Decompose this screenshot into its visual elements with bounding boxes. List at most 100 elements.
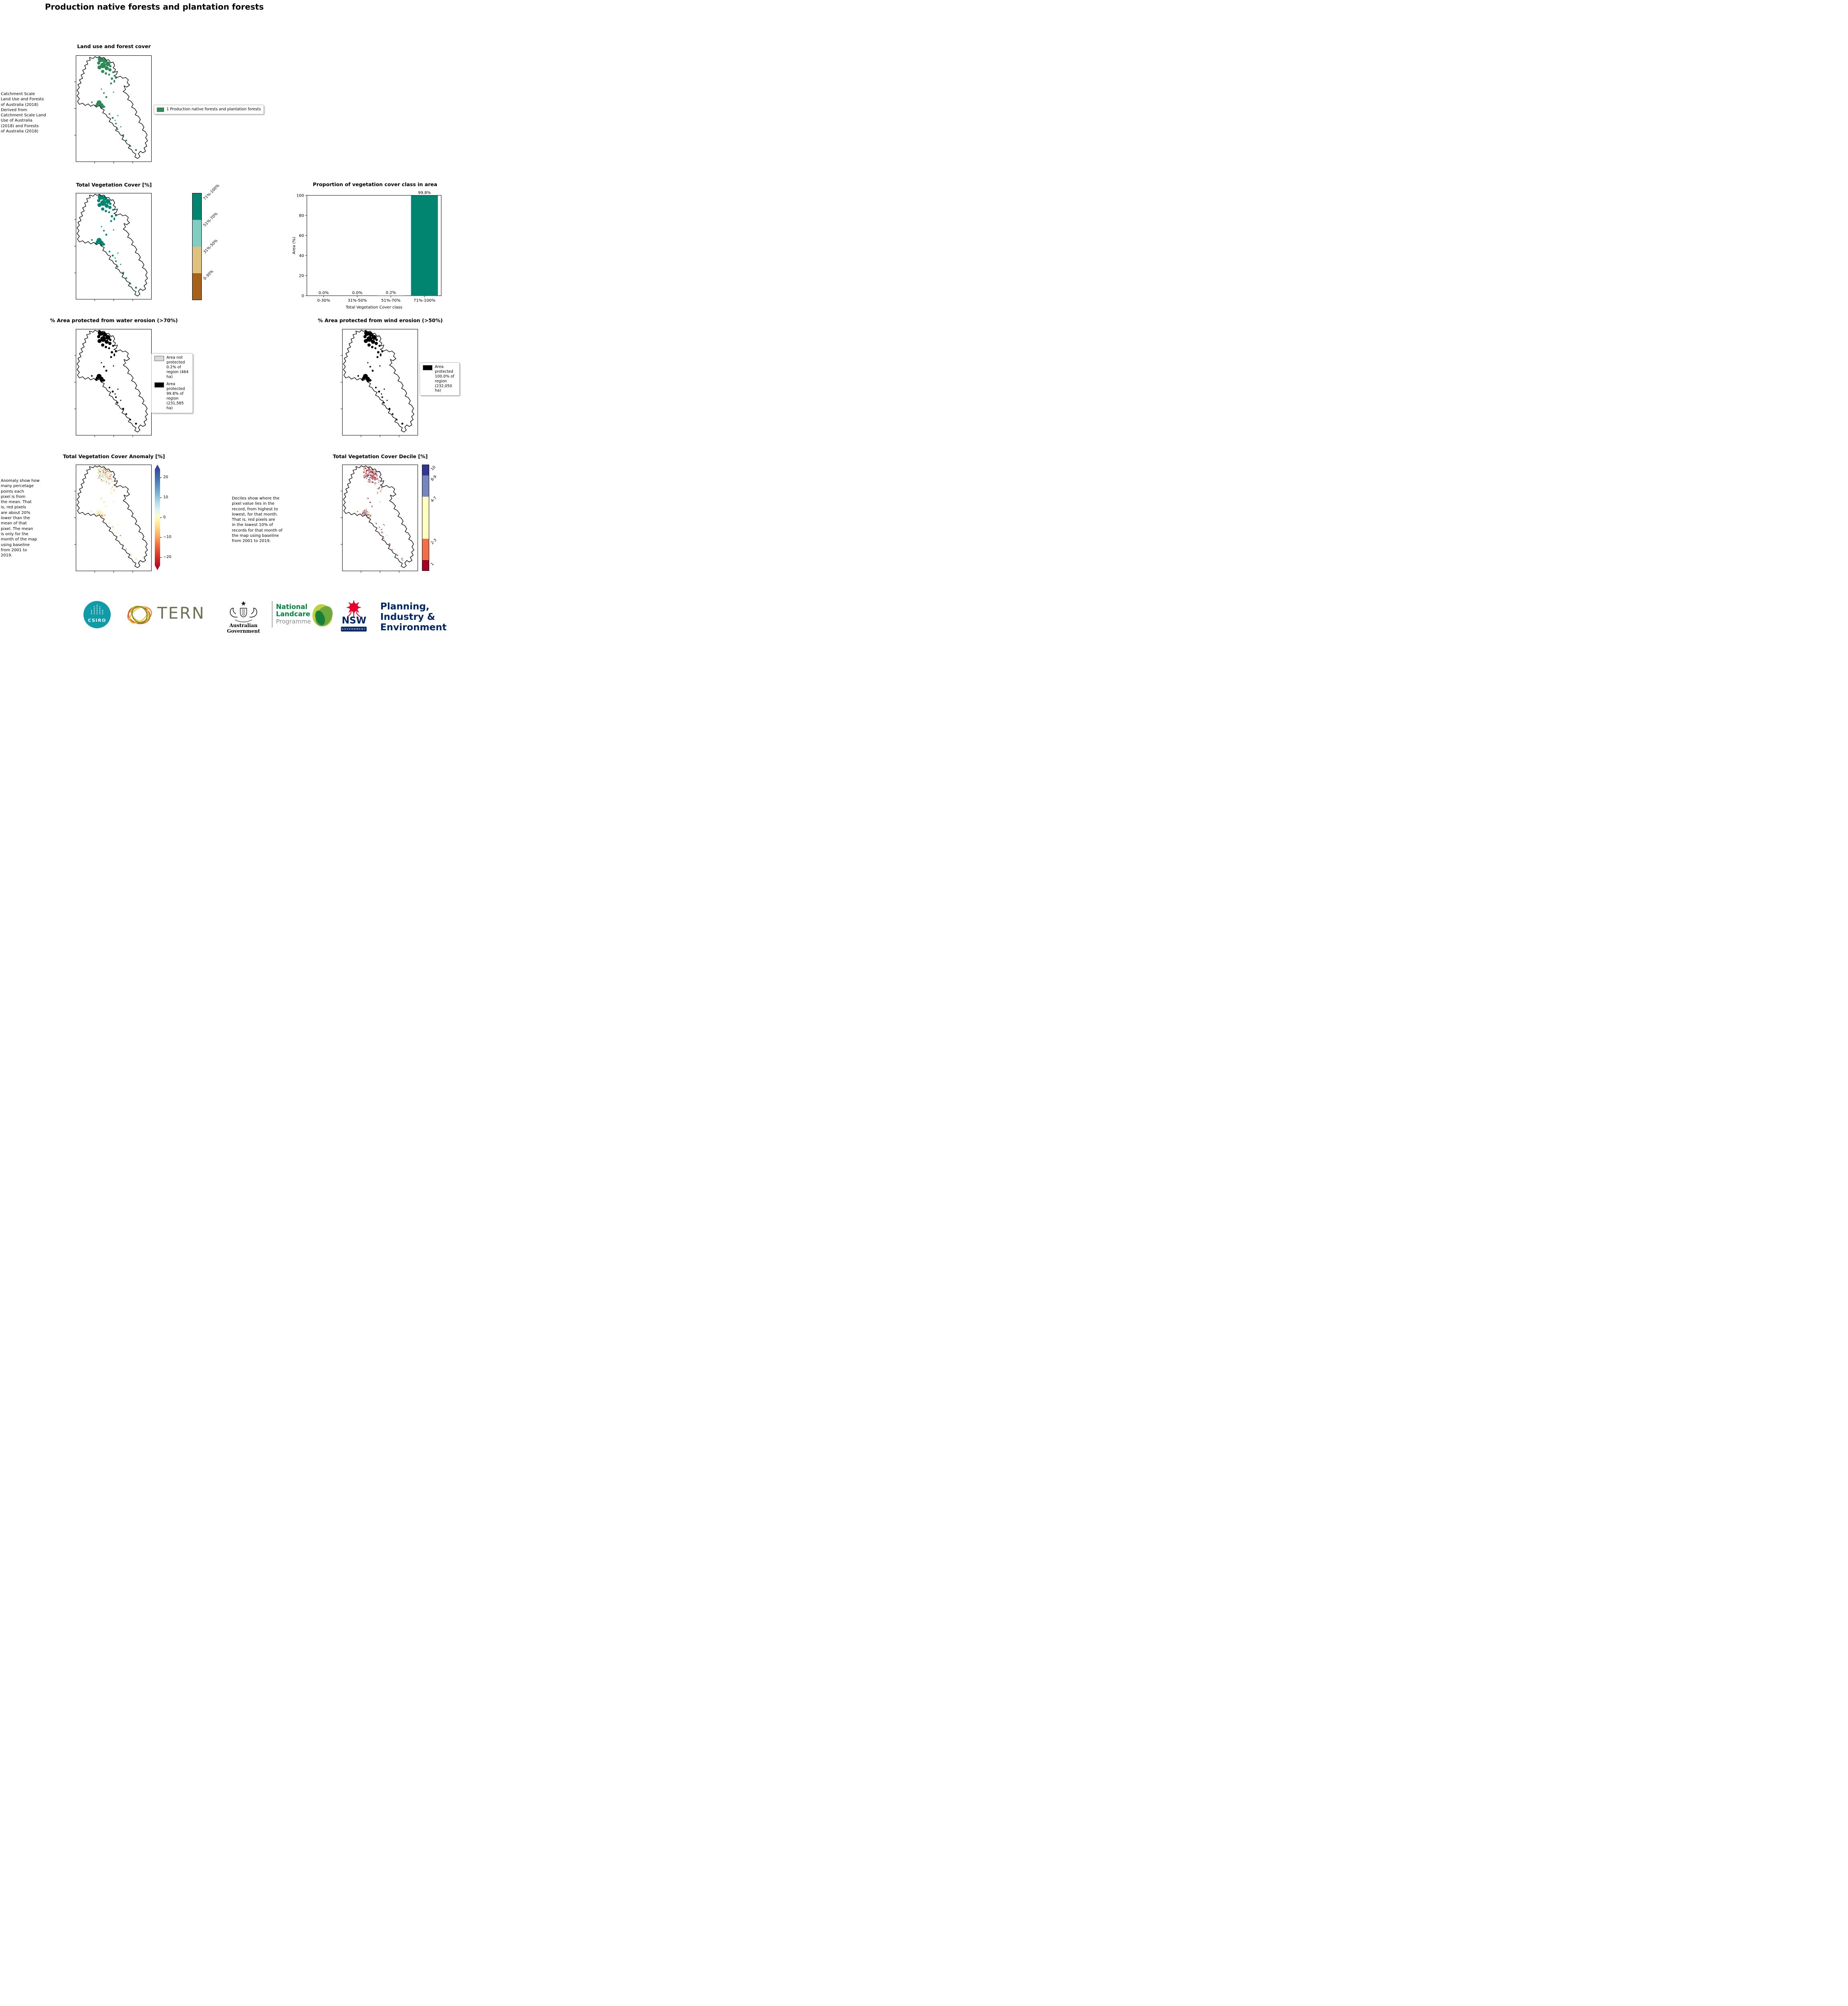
map-patch bbox=[102, 472, 103, 473]
map-patch bbox=[110, 477, 112, 478]
map-patch bbox=[115, 396, 117, 398]
wind-legend: Area protected 100.0% of region (232,050… bbox=[420, 362, 460, 396]
map-patch bbox=[369, 474, 371, 475]
map-patch bbox=[111, 475, 112, 477]
colorbar-segment-label: 4-7 bbox=[430, 495, 438, 504]
planning-line1: Planning, bbox=[380, 601, 430, 612]
map-patch bbox=[101, 343, 104, 347]
anomaly-colorbar-gradient bbox=[155, 465, 160, 570]
landcare-line3: Programme bbox=[276, 617, 311, 625]
map-patch bbox=[97, 203, 101, 207]
map-patch bbox=[105, 475, 107, 476]
landuse-legend: 1 Production native forests and plantati… bbox=[154, 105, 264, 114]
map-patch bbox=[112, 486, 113, 487]
landuse-side-note: Catchment Scale Land Use and Forests of … bbox=[1, 92, 46, 134]
map-patch bbox=[108, 342, 112, 345]
map-patch bbox=[97, 475, 98, 476]
bar-value-label: 99.8% bbox=[418, 191, 431, 195]
map-patch bbox=[98, 471, 99, 472]
map-patch bbox=[371, 507, 373, 508]
map-patch bbox=[110, 82, 112, 85]
chart-frame bbox=[306, 195, 442, 296]
report-page: Production native forests and plantation… bbox=[0, 0, 462, 641]
colorbar-segment-label: 0-30% bbox=[203, 269, 215, 281]
nsw-wordmark: NSW bbox=[342, 615, 367, 626]
map-patch bbox=[111, 479, 112, 480]
map-patch bbox=[136, 558, 137, 560]
map-patch bbox=[103, 516, 104, 518]
map-patch bbox=[117, 252, 119, 254]
map-patch bbox=[108, 484, 110, 485]
map-patch bbox=[379, 480, 380, 481]
map-patch bbox=[112, 117, 114, 119]
colorbar-segment-label: 1 bbox=[430, 562, 435, 567]
map-patch bbox=[126, 140, 127, 141]
map-patch bbox=[98, 470, 99, 471]
map-patch bbox=[106, 471, 108, 473]
map-patch bbox=[365, 477, 366, 478]
map-patch bbox=[380, 491, 381, 492]
anomaly-side-note: Anomaly show how many percetage points e… bbox=[1, 479, 40, 558]
map-patch bbox=[370, 514, 371, 515]
map-patch bbox=[110, 474, 112, 475]
map-patch bbox=[367, 498, 369, 499]
map-patch bbox=[366, 471, 367, 472]
map-patch bbox=[101, 475, 102, 476]
map-patch bbox=[104, 467, 105, 469]
decile-note: Deciles show where the pixel value lies … bbox=[232, 496, 283, 544]
map-patch bbox=[377, 479, 378, 480]
map-patch bbox=[357, 511, 358, 512]
map-patch bbox=[92, 511, 93, 512]
map-patch bbox=[365, 512, 366, 513]
map-patch bbox=[104, 244, 105, 245]
colorbar-segment bbox=[422, 496, 429, 539]
map-patch bbox=[91, 510, 92, 512]
map-patch bbox=[103, 469, 105, 470]
map-patch bbox=[377, 351, 379, 353]
map-patch bbox=[105, 483, 106, 484]
map-patch bbox=[100, 63, 106, 68]
map-patch bbox=[135, 422, 137, 425]
water-legend: Area not protected 0.2% of region (464 h… bbox=[151, 353, 193, 413]
map-patch bbox=[103, 474, 105, 475]
map-patch bbox=[370, 477, 371, 478]
legend-item: Area not protected 0.2% of region (464 h… bbox=[154, 355, 190, 379]
map-patch bbox=[106, 483, 107, 485]
map-axis-ticks bbox=[74, 81, 133, 164]
wind-erosion-map bbox=[341, 329, 418, 437]
map-patch bbox=[122, 543, 123, 544]
map-patch bbox=[96, 514, 97, 515]
map-patch bbox=[375, 473, 376, 474]
map-patch bbox=[363, 472, 365, 473]
y-tick-label: 100 bbox=[296, 194, 304, 198]
colorbar-tickmark bbox=[160, 497, 162, 498]
colorbar-segment bbox=[193, 220, 201, 247]
map-patch bbox=[109, 475, 110, 476]
map-patch bbox=[105, 335, 110, 340]
map-patch bbox=[96, 513, 97, 514]
map-patch bbox=[105, 66, 109, 70]
map-patch bbox=[114, 393, 116, 395]
map-patch bbox=[97, 468, 98, 469]
map-patch bbox=[365, 468, 367, 469]
map-patch bbox=[112, 527, 114, 528]
map-patch bbox=[105, 199, 110, 204]
map-patch bbox=[102, 243, 105, 246]
map-patch bbox=[369, 513, 370, 514]
map-patch bbox=[113, 490, 114, 491]
map-patch bbox=[374, 472, 375, 473]
colorbar-tick-label: −10 bbox=[163, 535, 172, 540]
map-patch bbox=[374, 347, 377, 349]
map-patch bbox=[110, 491, 111, 493]
map-patch bbox=[109, 482, 110, 483]
map-patch bbox=[367, 343, 371, 347]
map-patch bbox=[383, 402, 385, 404]
planning-industry-environment-logo: Planning, Industry & Environment bbox=[380, 601, 446, 633]
map-patch bbox=[381, 529, 383, 530]
map-patch bbox=[377, 492, 378, 493]
map-patch bbox=[135, 286, 137, 289]
map-patch bbox=[103, 92, 105, 94]
map-patch bbox=[357, 375, 359, 377]
map-patch bbox=[375, 522, 377, 524]
colorbar-segment bbox=[422, 475, 429, 497]
